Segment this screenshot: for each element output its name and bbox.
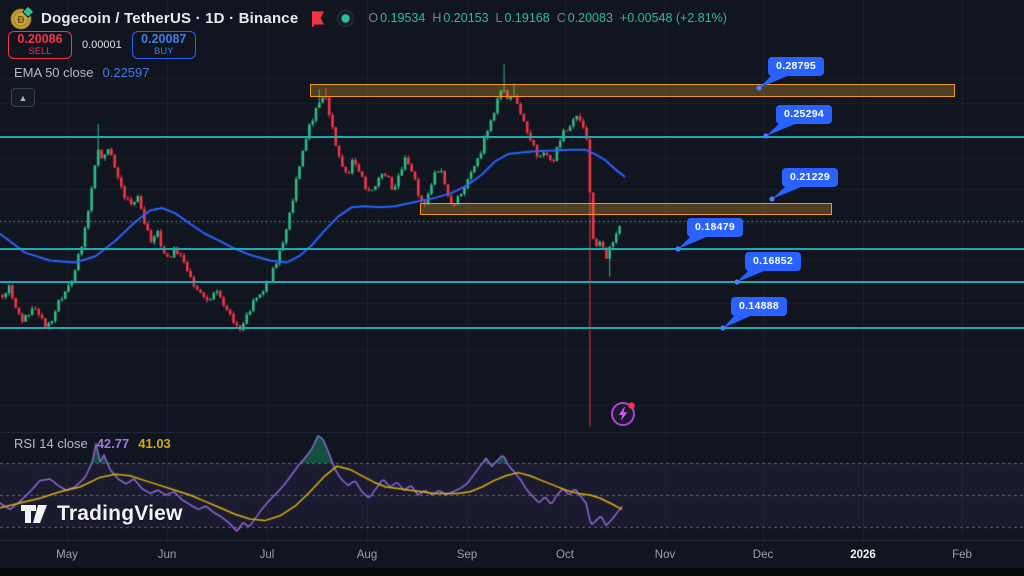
symbol-title[interactable]: Dogecoin / TetherUS · 1D · Binance bbox=[41, 9, 299, 27]
market-status-icon[interactable] bbox=[337, 9, 355, 27]
tradingview-logo-icon bbox=[20, 502, 48, 526]
close-value: 0.20083 bbox=[567, 11, 613, 25]
flag-icon[interactable] bbox=[310, 10, 327, 27]
dogecoin-logo-icon: Ð bbox=[10, 6, 33, 30]
time-axis-label: Feb bbox=[952, 549, 972, 561]
sell-price: 0.20086 bbox=[17, 32, 63, 46]
rsi-legend[interactable]: RSI 14 close 42.77 41.03 bbox=[14, 436, 171, 451]
ohlc-readout: O 0.19534 H 0.20153 L 0.19168 C 0.20083 … bbox=[368, 11, 727, 25]
horizontal-level-line[interactable] bbox=[0, 248, 1024, 250]
rsi-ma-value: 41.03 bbox=[138, 436, 171, 451]
rsi-line-value: 42.77 bbox=[96, 436, 130, 451]
price-alert-label[interactable]: 0.21229 bbox=[782, 168, 839, 187]
sell-button[interactable]: 0.20086 SELL bbox=[8, 31, 72, 59]
sell-label: SELL bbox=[28, 46, 52, 57]
collapse-indicator-button[interactable]: ▲ bbox=[11, 88, 35, 107]
ema-legend[interactable]: EMA 50 close 0.22597 bbox=[14, 65, 150, 80]
low-label: L bbox=[495, 11, 503, 25]
watermark-text: TradingView bbox=[57, 502, 183, 525]
buy-label: BUY bbox=[153, 46, 174, 57]
tradingview-watermark: TradingView bbox=[20, 502, 183, 526]
buy-button[interactable]: 0.20087 BUY bbox=[131, 31, 196, 59]
time-axis-label: Aug bbox=[356, 549, 378, 561]
time-axis-label: Dec bbox=[752, 549, 774, 561]
rsi-legend-label: RSI 14 close bbox=[14, 436, 88, 451]
supply-zone-lower[interactable] bbox=[420, 203, 832, 215]
close-label: C bbox=[556, 11, 566, 25]
horizontal-level-line[interactable] bbox=[0, 281, 1024, 283]
price-alert-label[interactable]: 0.28795 bbox=[768, 57, 825, 76]
open-value: 0.19534 bbox=[380, 11, 426, 25]
time-axis-label: Sep bbox=[456, 549, 478, 561]
time-axis-label: Jun bbox=[157, 549, 177, 561]
buy-price: 0.20087 bbox=[141, 32, 187, 46]
ema-legend-label: EMA 50 close bbox=[14, 65, 94, 80]
horizontal-level-line[interactable] bbox=[0, 136, 1024, 138]
horizontal-level-line[interactable] bbox=[0, 327, 1024, 329]
trade-panel: 0.20086 SELL 0.00001 0.20087 BUY bbox=[8, 31, 196, 59]
price-alert-label[interactable]: 0.16852 bbox=[745, 252, 802, 271]
change-value: +0.00548 (+2.81%) bbox=[619, 11, 727, 25]
chevron-up-icon: ▲ bbox=[18, 92, 28, 103]
flash-badge-icon bbox=[609, 400, 637, 433]
time-axis-label: Jul bbox=[259, 549, 275, 561]
price-alert-label[interactable]: 0.25294 bbox=[776, 105, 833, 124]
low-value: 0.19168 bbox=[504, 11, 550, 25]
time-axis-label: Nov bbox=[654, 549, 676, 561]
time-axis-label: May bbox=[56, 549, 78, 561]
time-axis-label: Oct bbox=[556, 549, 574, 561]
svg-text:Ð: Ð bbox=[17, 15, 24, 26]
price-alert-label[interactable]: 0.18479 bbox=[687, 218, 744, 237]
high-value: 0.20153 bbox=[443, 11, 489, 25]
spread-value: 0.00001 bbox=[82, 39, 122, 51]
open-label: O bbox=[368, 11, 379, 25]
time-axis-label: 2026 bbox=[850, 549, 876, 561]
price-alert-label[interactable]: 0.14888 bbox=[731, 297, 788, 316]
chart-header: Ð Dogecoin / TetherUS · 1D · Binance O 0… bbox=[10, 6, 727, 30]
ema-legend-value: 0.22597 bbox=[102, 65, 150, 80]
supply-zone-upper[interactable] bbox=[310, 84, 955, 97]
high-label: H bbox=[432, 11, 442, 25]
